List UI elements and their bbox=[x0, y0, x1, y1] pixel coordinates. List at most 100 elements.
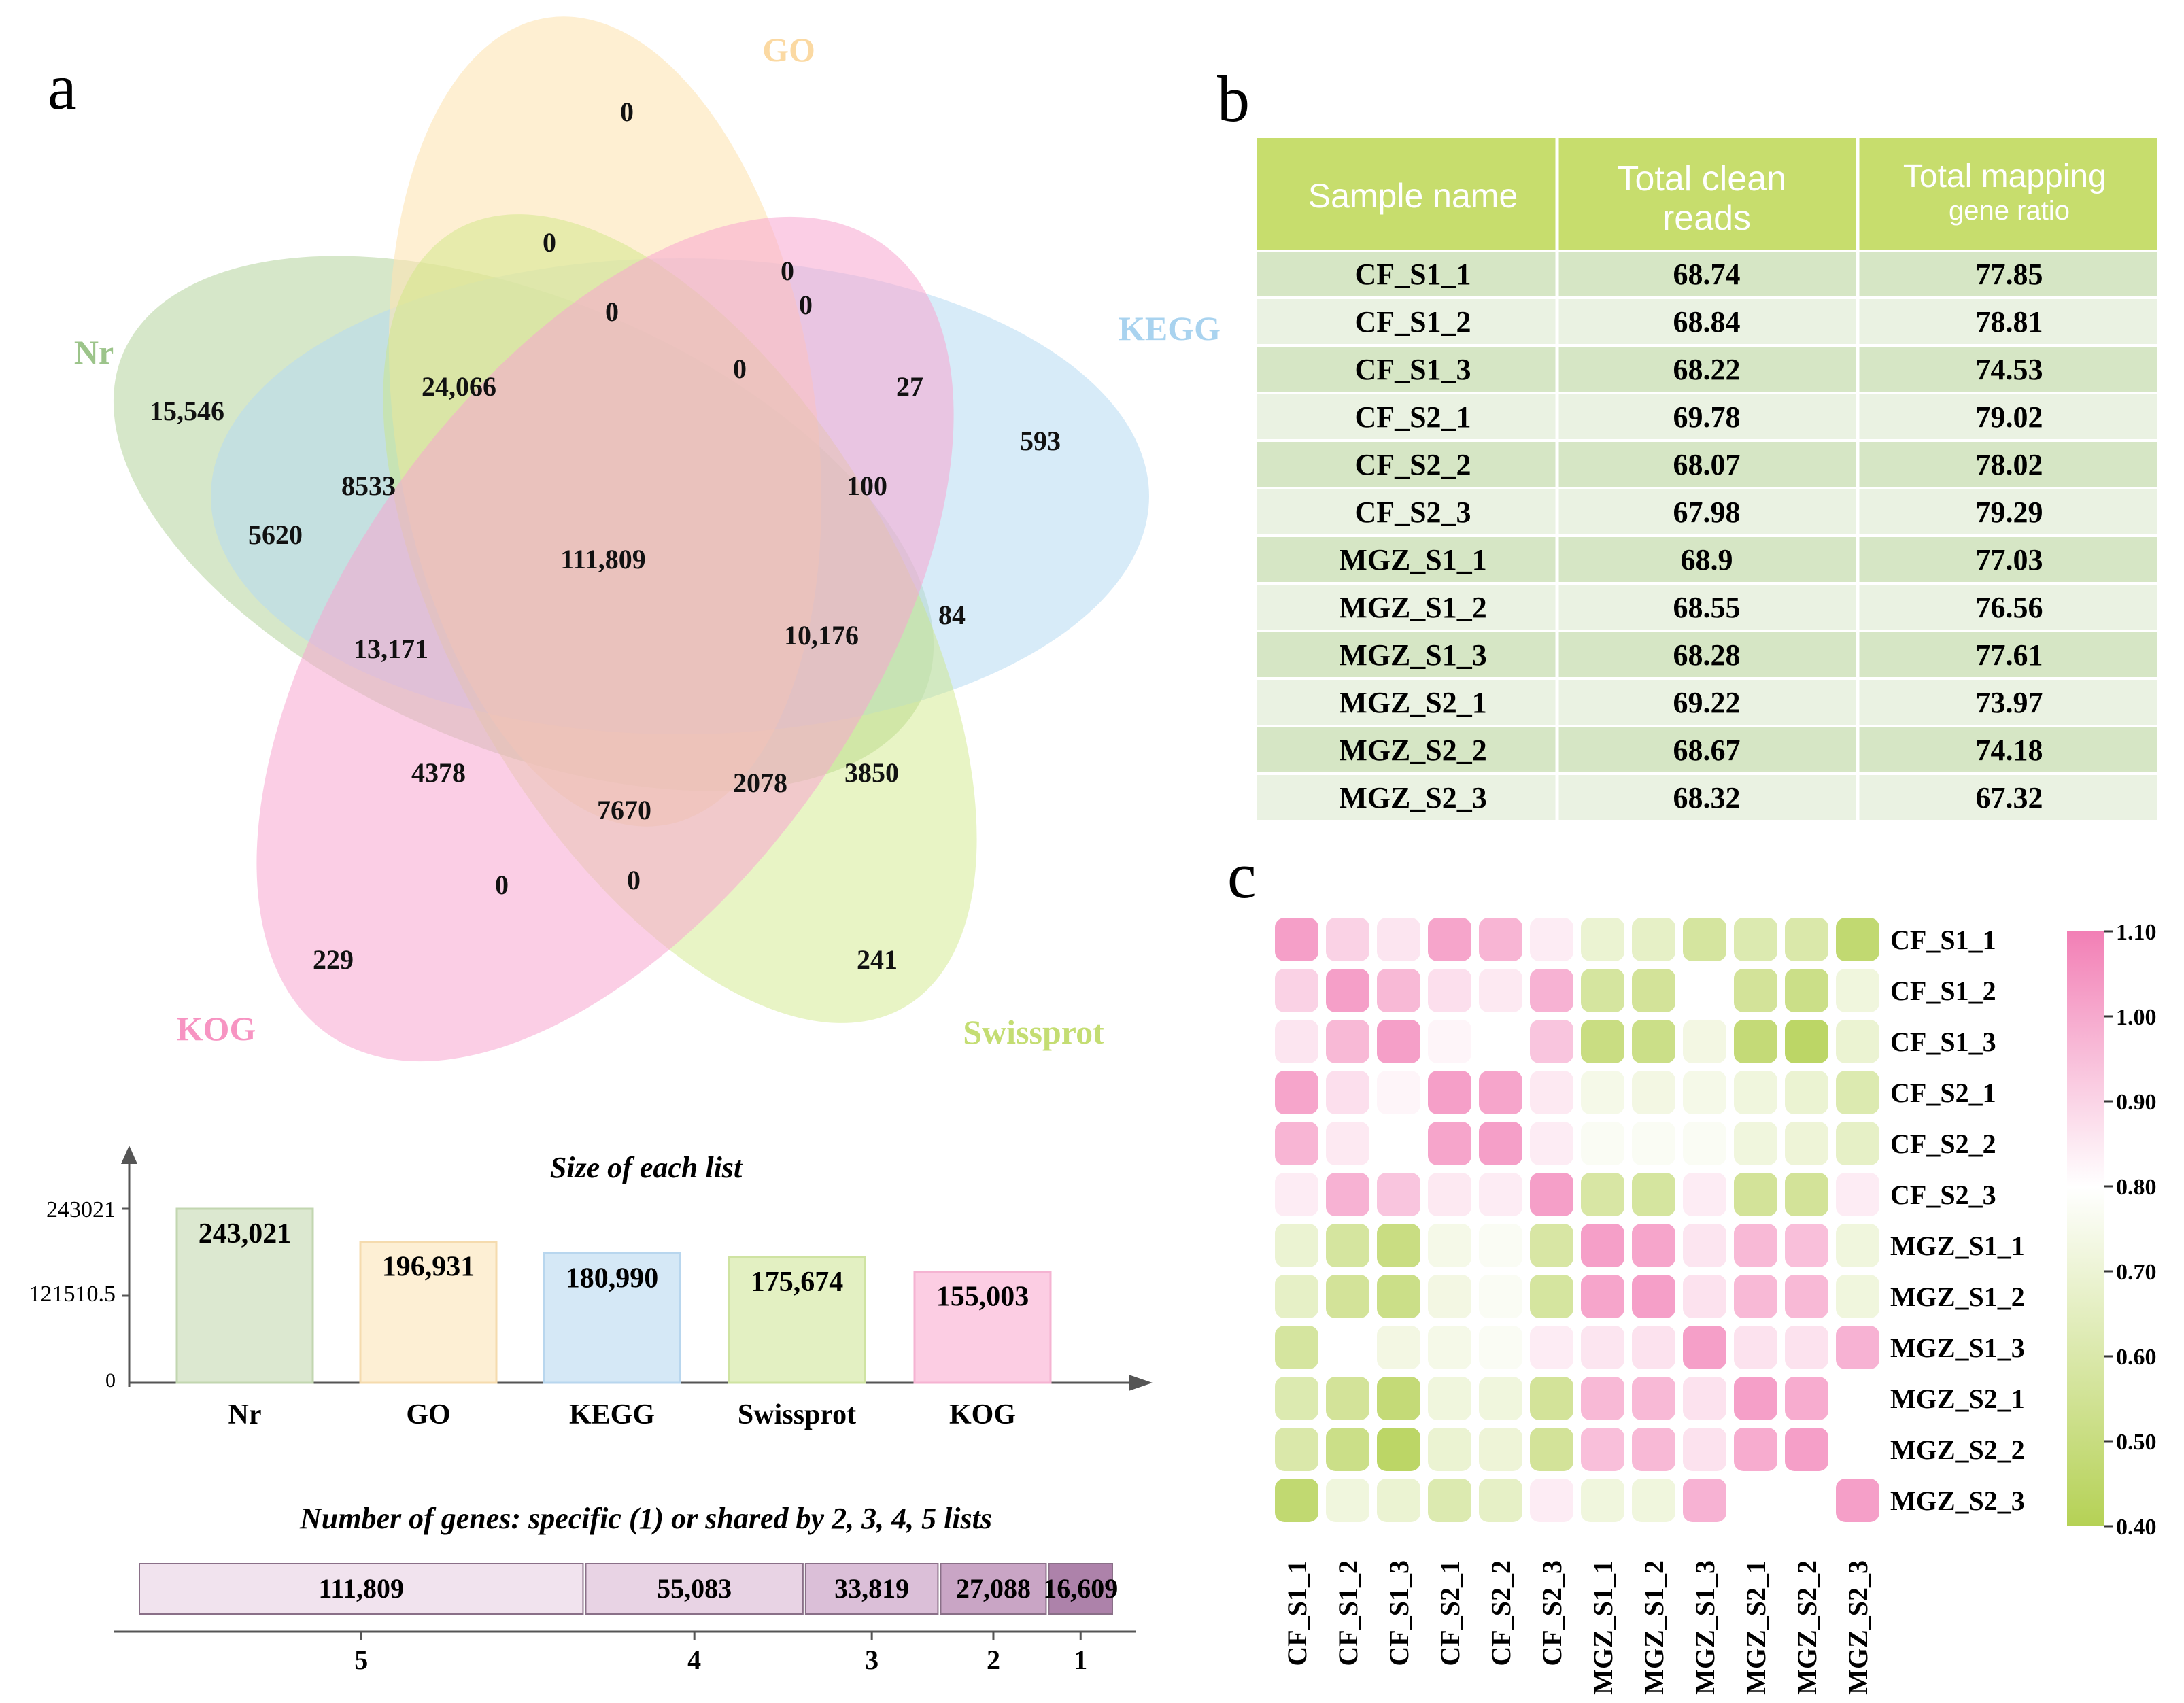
panel-label-b: b bbox=[1217, 63, 1250, 135]
heatmap-cell bbox=[1683, 1326, 1726, 1369]
heatmap-cell bbox=[1530, 1122, 1573, 1165]
heatmap-cell bbox=[1377, 1326, 1420, 1369]
heatmap-cell bbox=[1428, 1173, 1471, 1216]
table-header-bg bbox=[1257, 138, 2157, 250]
heatmap-cell bbox=[1377, 918, 1420, 961]
venn-region: 0 bbox=[781, 256, 794, 286]
heatmap-cell bbox=[1428, 1428, 1471, 1471]
heatmap-col-label: CF_S2_1 bbox=[1435, 1560, 1465, 1666]
heatmap-cell bbox=[1377, 1122, 1420, 1165]
table-cell: CF_S2_2 bbox=[1354, 448, 1471, 481]
venn-region: 0 bbox=[543, 227, 556, 258]
venn-region: 0 bbox=[495, 870, 509, 900]
venn-region: 0 bbox=[733, 354, 747, 384]
heatmap-cell bbox=[1836, 1071, 1879, 1114]
heatmap-cell bbox=[1734, 969, 1777, 1012]
heatmap-cell bbox=[1377, 1020, 1420, 1063]
table-cell: CF_S2_3 bbox=[1354, 496, 1471, 529]
table-cell: 77.03 bbox=[1976, 543, 2043, 577]
correlation-heatmap: CF_S1_1 CF_S1_2 CF_S1_3 CF_S2_1 CF_S2_2 CF_S2… bbox=[1275, 918, 2157, 1695]
shared-segment-category: 5 bbox=[354, 1645, 368, 1675]
heatmap-row-labels: CF_S1_1 CF_S1_2 CF_S1_3 CF_S2_1 CF_S2_2 CF_S2… bbox=[1890, 925, 2025, 1516]
heatmap-cell bbox=[1326, 1071, 1369, 1114]
size-chart-x-arrow bbox=[1129, 1375, 1153, 1391]
venn-region: 241 bbox=[857, 944, 898, 975]
heatmap-cell bbox=[1581, 1020, 1624, 1063]
heatmap-cell bbox=[1428, 918, 1471, 961]
heatmap-cell bbox=[1836, 1122, 1879, 1165]
heatmap-col-label: CF_S2_3 bbox=[1537, 1560, 1567, 1666]
heatmap-cell bbox=[1785, 1173, 1828, 1216]
colorbar-tick-label: 0.80 bbox=[2116, 1175, 2157, 1200]
heatmap-cell bbox=[1632, 1071, 1675, 1114]
heatmap-cell bbox=[1479, 1020, 1522, 1063]
size-bar bbox=[175, 1207, 314, 1384]
heatmap-col-label: MGZ_S1_2 bbox=[1639, 1560, 1669, 1695]
table-header-reads-line: reads bbox=[1662, 199, 1751, 238]
heatmap-cell bbox=[1530, 1326, 1573, 1369]
heatmap-cell bbox=[1581, 1479, 1624, 1522]
size-bar bbox=[543, 1252, 681, 1384]
heatmap-cell bbox=[1836, 1173, 1879, 1216]
heatmap-cell bbox=[1683, 1224, 1726, 1267]
heatmap-cell bbox=[1530, 1428, 1573, 1471]
heatmap-cell bbox=[1377, 1377, 1420, 1420]
size-chart-y-arrow bbox=[121, 1146, 137, 1164]
heatmap-cell bbox=[1785, 1479, 1828, 1522]
table-row bbox=[1257, 299, 2157, 344]
heatmap-cell bbox=[1326, 1224, 1369, 1267]
colorbar bbox=[2067, 931, 2104, 1526]
heatmap-cell bbox=[1479, 1326, 1522, 1369]
heatmap-cell bbox=[1581, 1173, 1624, 1216]
panel-label-a: a bbox=[48, 50, 77, 123]
heatmap-col-label: MGZ_S2_1 bbox=[1741, 1560, 1771, 1695]
size-bar-category: GO bbox=[406, 1399, 450, 1430]
heatmap-col-label: MGZ_S1_3 bbox=[1690, 1560, 1720, 1695]
shared-genes-chart: Number of genes: specific (1) or shared … bbox=[114, 1502, 1136, 1675]
shared-segment bbox=[585, 1563, 804, 1615]
heatmap-cell bbox=[1632, 1428, 1675, 1471]
heatmap-cell bbox=[1683, 1173, 1726, 1216]
heatmap-cell bbox=[1836, 1020, 1879, 1063]
table-cell: 78.02 bbox=[1976, 448, 2043, 481]
venn-region: 13,171 bbox=[354, 634, 428, 664]
heatmap-col-label: CF_S1_2 bbox=[1333, 1560, 1363, 1666]
table-header-reads-line: Total clean bbox=[1617, 159, 1786, 199]
heatmap-row-label: MGZ_S2_2 bbox=[1890, 1434, 2025, 1465]
table-row bbox=[1257, 585, 2157, 630]
table-header-ratio-line: gene ratio bbox=[1949, 196, 2070, 226]
heatmap-cell bbox=[1734, 1326, 1777, 1369]
heatmap-cell bbox=[1479, 1479, 1522, 1522]
table-cell: MGZ_S2_3 bbox=[1339, 781, 1487, 814]
heatmap-cell bbox=[1428, 1479, 1471, 1522]
heatmap-cell bbox=[1479, 1071, 1522, 1114]
heatmap-cell bbox=[1377, 1173, 1420, 1216]
heatmap-cell bbox=[1377, 1275, 1420, 1318]
heatmap-row-label: CF_S1_1 bbox=[1890, 925, 1996, 955]
heatmap-cell bbox=[1683, 1122, 1726, 1165]
heatmap-cell bbox=[1326, 1428, 1369, 1471]
heatmap-cell bbox=[1326, 969, 1369, 1012]
size-bar-value: 243,021 bbox=[199, 1218, 292, 1250]
size-bar-chart: Size of each list 243021 121510.5 0 243,… bbox=[29, 1146, 1153, 1430]
heatmap-cell bbox=[1326, 1173, 1369, 1216]
venn-label-go: GO bbox=[762, 31, 815, 69]
heatmap-cell bbox=[1734, 1428, 1777, 1471]
heatmap-cell bbox=[1428, 969, 1471, 1012]
size-bar-category: Nr bbox=[228, 1399, 262, 1430]
heatmap-cell bbox=[1275, 1020, 1318, 1063]
size-chart-ytick: 121510.5 bbox=[29, 1281, 116, 1307]
table-cell: 69.78 bbox=[1673, 400, 1741, 434]
heatmap-cell bbox=[1479, 918, 1522, 961]
heatmap-col-labels: CF_S1_1 CF_S1_2 CF_S1_3 CF_S2_1 CF_S2_2 CF_S2… bbox=[1282, 1560, 1873, 1695]
table-cell: 69.22 bbox=[1673, 686, 1741, 719]
venn-region: 111,809 bbox=[560, 544, 646, 574]
venn-label-swissprot: Swissprot bbox=[963, 1013, 1104, 1051]
heatmap-cell bbox=[1734, 1020, 1777, 1063]
heatmap-cell bbox=[1683, 1020, 1726, 1063]
heatmap-cell bbox=[1275, 1428, 1318, 1471]
heatmap-row-label: CF_S2_1 bbox=[1890, 1078, 1996, 1108]
heatmap-cell bbox=[1632, 969, 1675, 1012]
table-cell: MGZ_S1_3 bbox=[1339, 638, 1487, 672]
heatmap-cell bbox=[1275, 969, 1318, 1012]
